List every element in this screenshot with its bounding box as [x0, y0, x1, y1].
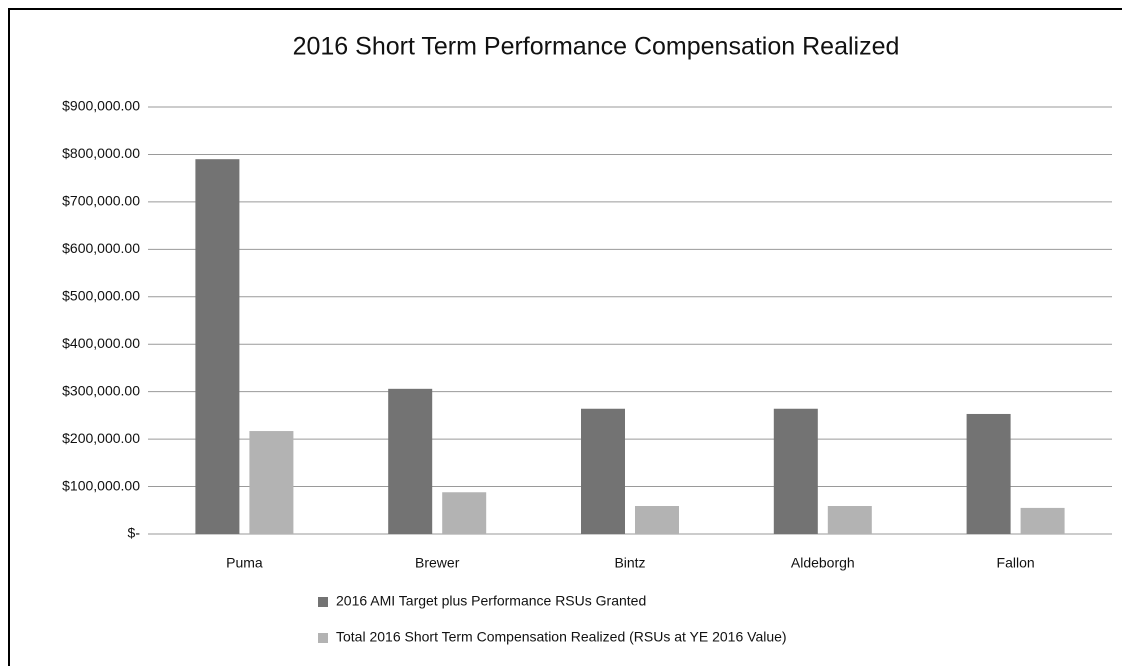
y-tick-label: $800,000.00 — [62, 145, 140, 161]
y-tick-label: $100,000.00 — [62, 477, 140, 493]
x-tick-label: Puma — [226, 555, 263, 571]
chart-title: 2016 Short Term Performance Compensation… — [293, 33, 900, 61]
y-tick-label: $500,000.00 — [62, 287, 140, 303]
y-tick-label: $200,000.00 — [62, 430, 140, 446]
legend-label: 2016 AMI Target plus Performance RSUs Gr… — [336, 593, 646, 609]
bar — [966, 413, 1011, 534]
bar — [635, 506, 679, 534]
x-tick-label: Fallon — [997, 555, 1035, 571]
y-tick-label: $900,000.00 — [62, 98, 140, 114]
bar — [249, 431, 294, 534]
legend-swatch — [318, 633, 328, 643]
bar — [195, 159, 240, 534]
x-tick-label: Aldeborgh — [791, 555, 855, 571]
x-tick-label: Bintz — [614, 555, 645, 571]
bar — [1020, 507, 1065, 534]
bar — [442, 492, 487, 534]
x-tick-label: Brewer — [415, 555, 460, 571]
legend-label: Total 2016 Short Term Compensation Reali… — [336, 629, 787, 645]
bar — [581, 408, 625, 534]
bar — [388, 388, 433, 534]
y-tick-label: $600,000.00 — [62, 240, 140, 256]
legend-swatch — [318, 597, 328, 607]
y-tick-label: $300,000.00 — [62, 382, 140, 398]
y-tick-label: $400,000.00 — [62, 335, 140, 351]
bar — [773, 408, 818, 534]
y-tick-label: $700,000.00 — [62, 193, 140, 209]
bar — [827, 506, 872, 534]
y-tick-label: $- — [128, 525, 141, 541]
chart-frame — [8, 8, 1122, 666]
